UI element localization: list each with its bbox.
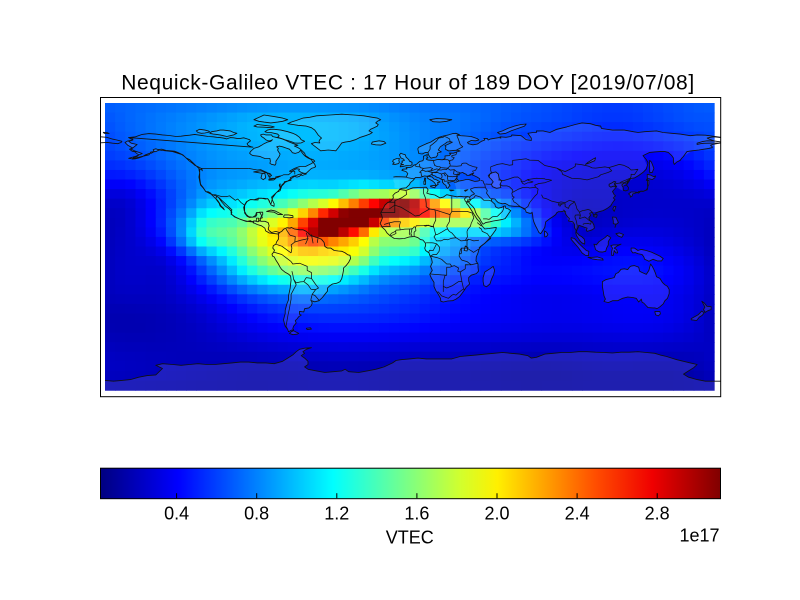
svg-text:2.8: 2.8 <box>645 503 670 523</box>
svg-text:2.0: 2.0 <box>484 503 509 523</box>
svg-text:VTEC: VTEC <box>386 528 434 548</box>
svg-text:0.4: 0.4 <box>164 503 189 523</box>
svg-text:0.8: 0.8 <box>244 503 269 523</box>
svg-text:1e17: 1e17 <box>679 525 719 545</box>
svg-text:1.6: 1.6 <box>404 503 429 523</box>
svg-text:1.2: 1.2 <box>324 503 349 523</box>
svg-text:2.4: 2.4 <box>565 503 590 523</box>
svg-text:Nequick-Galileo VTEC : 17 Hour: Nequick-Galileo VTEC : 17 Hour of 189 DO… <box>121 71 695 94</box>
